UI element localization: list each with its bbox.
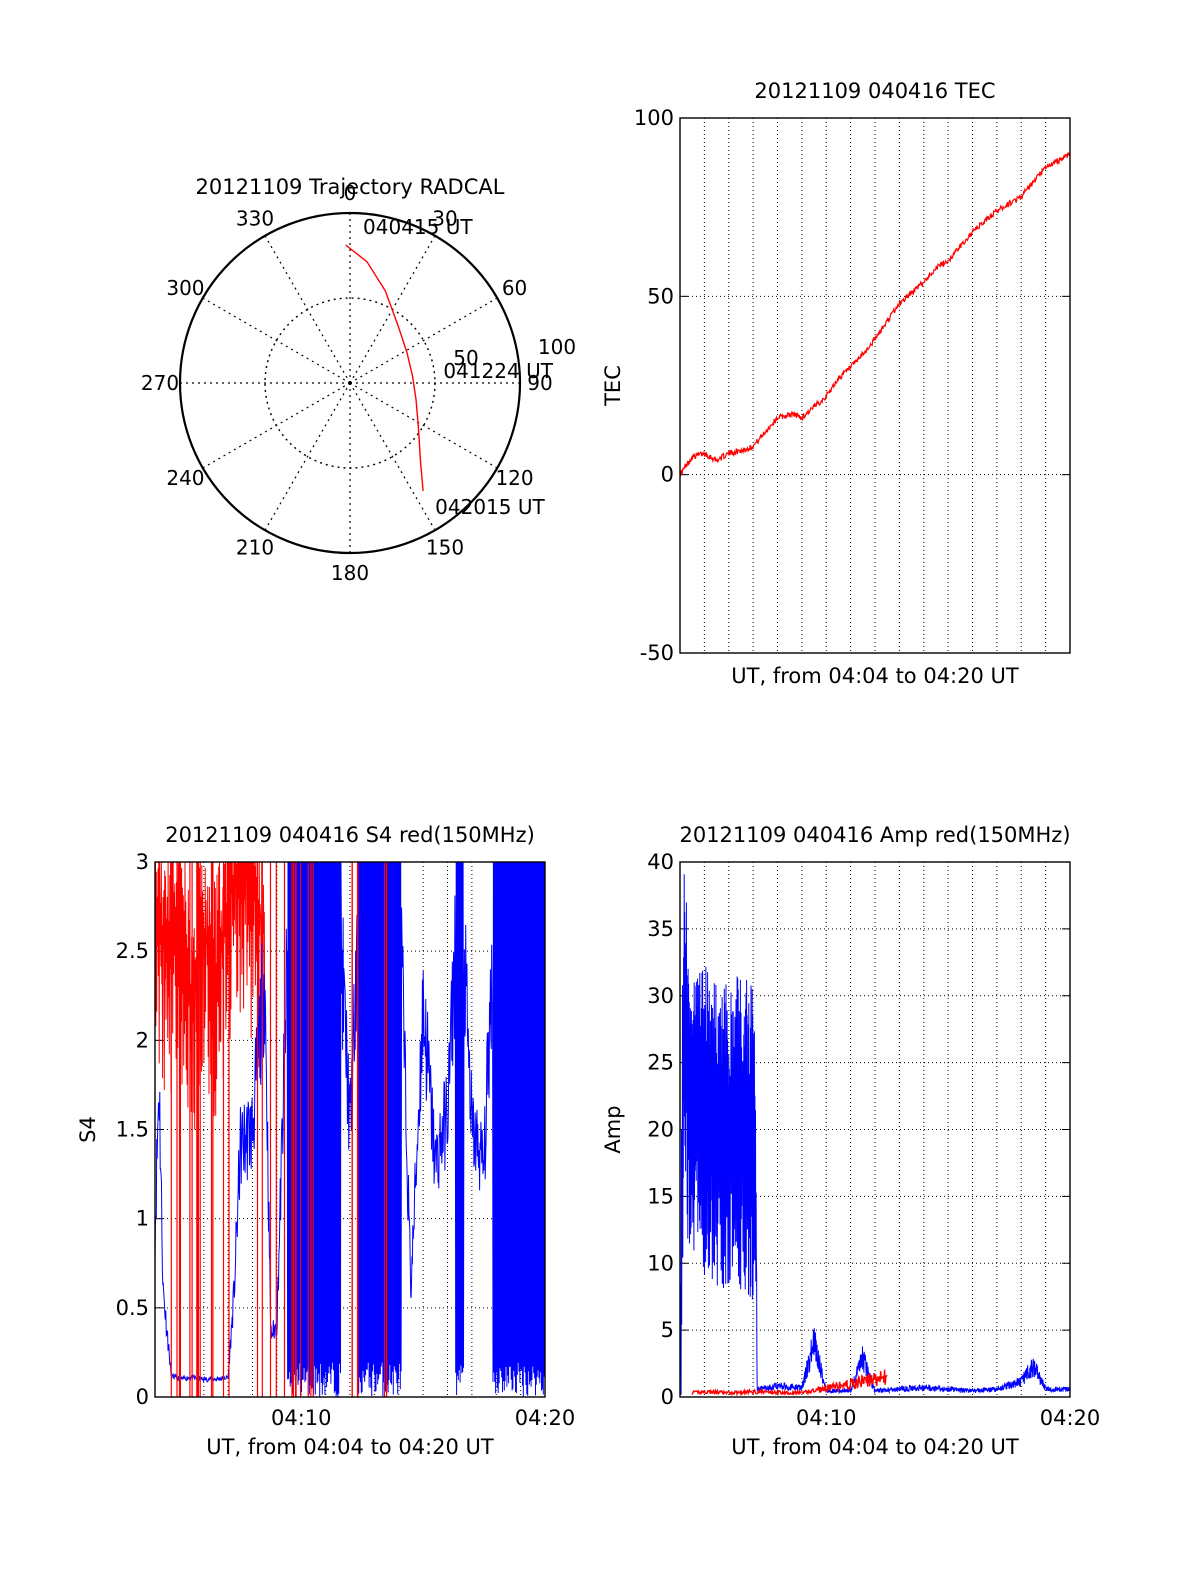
panel2-ytick-label-1: 1 xyxy=(136,1207,149,1231)
panel3-amp-series-1 xyxy=(691,1369,888,1397)
panel3-xtick-label-0420: 04:20 xyxy=(1040,1406,1101,1430)
panel2-ytick-label-3: 3 xyxy=(136,850,149,874)
panel1-ytick-label--50: -50 xyxy=(640,641,674,665)
polar-angle-label-210: 210 xyxy=(236,536,274,560)
panel2-s4-series-1 xyxy=(155,862,266,1130)
panel1-tec-series-0 xyxy=(679,151,1071,478)
polar-angle-label-120: 120 xyxy=(495,466,533,490)
panel2-ylabel: S4 xyxy=(76,1116,100,1143)
panel1-xlabel: UT, from 04:04 to 04:20 UT xyxy=(731,664,1019,688)
panel2-axes-frame xyxy=(154,861,546,1398)
panel2-ytick-label-0: 0 xyxy=(136,1385,149,1409)
polar-trajectory-series-0 xyxy=(345,244,424,492)
panel3-ytick-label-15: 15 xyxy=(647,1184,674,1208)
panel3-title: 20121109 040416 Amp red(150MHz) xyxy=(679,823,1070,847)
panel3-ylabel: Amp xyxy=(601,1105,625,1153)
polar-spoke-120 xyxy=(349,382,498,469)
panel1-ytick-label-50: 50 xyxy=(647,284,674,308)
polar-radial-label-100: 100 xyxy=(538,335,576,359)
panel3-axes-frame xyxy=(679,861,1071,1398)
polar-annotation-2: 042015 UT xyxy=(435,495,545,519)
polar-angle-label-30: 30 xyxy=(432,206,457,230)
panel1-axes-frame xyxy=(679,117,1071,654)
polar-spoke-240 xyxy=(202,382,351,469)
panel3-ytick-label-25: 25 xyxy=(647,1051,674,1075)
panel3-ytick-label-0: 0 xyxy=(661,1385,674,1409)
panel2-ytick-label-1.5: 1.5 xyxy=(116,1118,149,1142)
panel2-ytick-label-2.5: 2.5 xyxy=(116,939,149,963)
panel3-ytick-label-20: 20 xyxy=(647,1118,674,1142)
polar-angle-label-240: 240 xyxy=(166,466,204,490)
polar-radial-label-50: 50 xyxy=(453,346,478,370)
polar-title: 20121109 Trajectory RADCAL xyxy=(196,175,505,199)
panel3-ytick-label-30: 30 xyxy=(647,984,674,1008)
panel3-ytick-label-35: 35 xyxy=(647,917,674,941)
polar-angle-label-180: 180 xyxy=(331,561,369,585)
panel3-xlabel: UT, from 04:04 to 04:20 UT xyxy=(731,1435,1019,1459)
polar-outer-circle xyxy=(178,211,522,555)
panel3-xtick-label-0410: 04:10 xyxy=(796,1406,857,1430)
panel2-xtick-label-0420: 04:20 xyxy=(515,1406,576,1430)
polar-annotation-1: 041224 UT xyxy=(443,359,553,383)
panel1-title: 20121109 040416 TEC xyxy=(754,79,995,103)
panel2-xlabel: UT, from 04:04 to 04:20 UT xyxy=(206,1435,494,1459)
panel2-s4-series-0 xyxy=(155,862,545,1397)
panel3-amp-series-0 xyxy=(680,874,1070,1395)
panel2-ytick-label-0.5: 0.5 xyxy=(116,1296,149,1320)
panel2-xtick-label-0410: 04:10 xyxy=(271,1406,332,1430)
panel1-ytick-label-0: 0 xyxy=(661,463,674,487)
polar-angle-label-90: 90 xyxy=(527,371,552,395)
panel3-ytick-label-10: 10 xyxy=(647,1251,674,1275)
polar-angle-label-0: 0 xyxy=(344,181,357,205)
polar-angle-label-60: 60 xyxy=(502,276,527,300)
panel1-ytick-label-100: 100 xyxy=(634,106,674,130)
polar-angle-label-270: 270 xyxy=(141,371,179,395)
polar-angle-label-150: 150 xyxy=(426,536,464,560)
panel3-ytick-label-5: 5 xyxy=(661,1318,674,1342)
polar-spoke-60 xyxy=(349,297,498,384)
panel2-ytick-label-2: 2 xyxy=(136,1028,149,1052)
panel2-title: 20121109 040416 S4 red(150MHz) xyxy=(165,823,535,847)
panel3-ytick-label-40: 40 xyxy=(647,850,674,874)
panel2-s4-red-spikes xyxy=(170,862,388,1397)
polar-spoke-300 xyxy=(202,297,351,384)
polar-spoke-150 xyxy=(349,382,436,531)
polar-angle-label-300: 300 xyxy=(166,276,204,300)
polar-spoke-330 xyxy=(264,235,351,384)
polar-angle-label-330: 330 xyxy=(236,206,274,230)
polar-annotation-0: 040415 UT xyxy=(363,215,473,239)
polar-spoke-210 xyxy=(264,382,351,531)
panel1-ylabel: TEC xyxy=(601,365,625,407)
